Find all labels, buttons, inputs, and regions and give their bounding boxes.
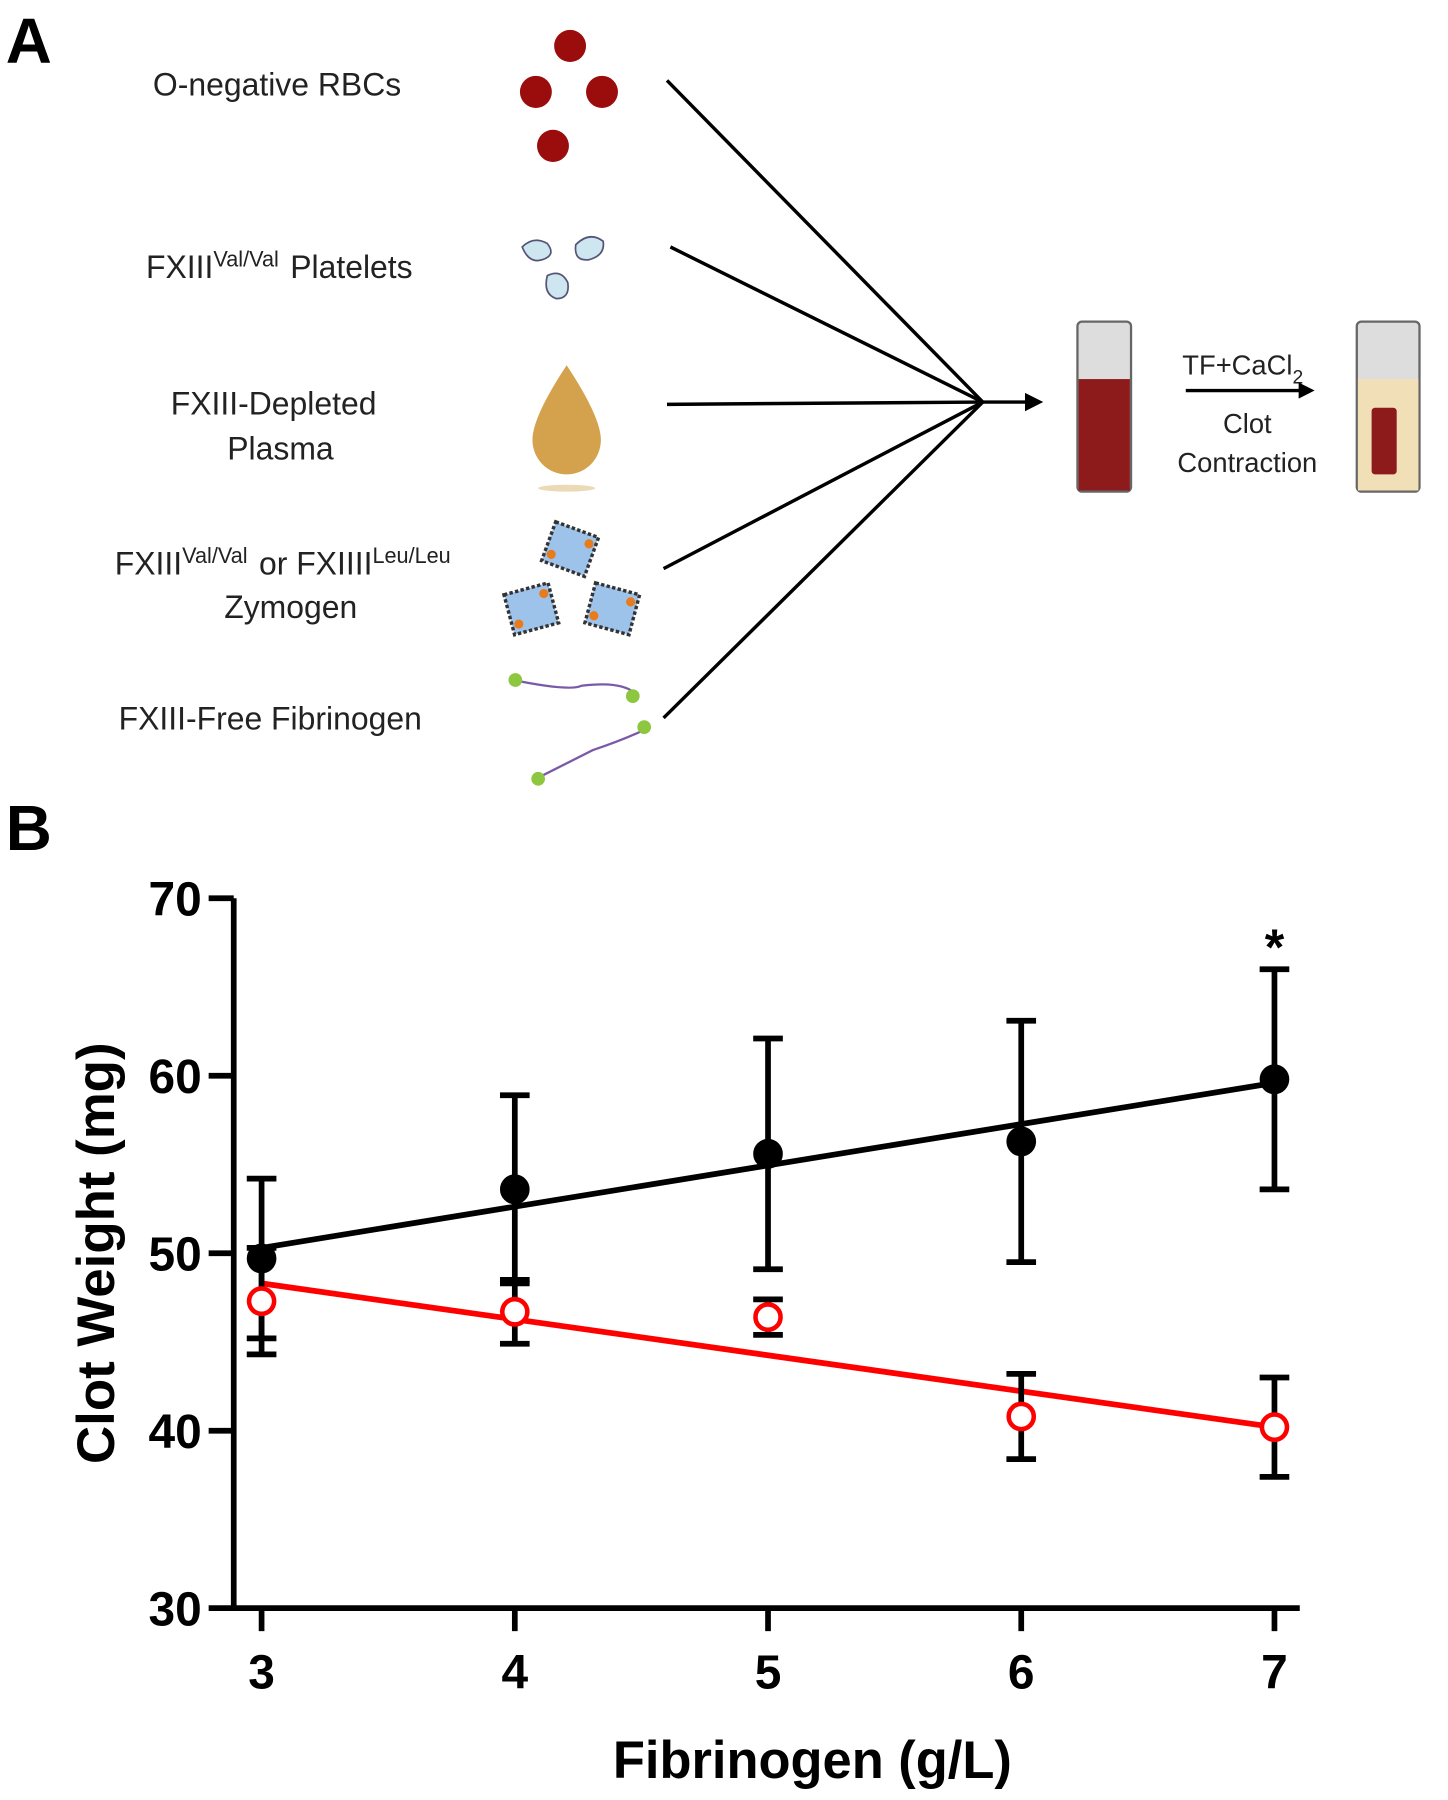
x-tick-label: 7 — [1261, 1645, 1288, 1699]
platelets-label: FXIIIVal/Val Platelets — [146, 246, 413, 285]
y-tick-label: 70 — [149, 872, 202, 926]
x-axis-title: Fibrinogen (g/L) — [613, 1731, 1012, 1790]
y-tick-label: 50 — [149, 1227, 202, 1281]
point — [1006, 1126, 1037, 1157]
zymogen-icon — [501, 519, 642, 637]
x-tick-label: 5 — [755, 1645, 782, 1699]
y-tick-label: 30 — [149, 1582, 202, 1636]
point — [753, 1302, 783, 1333]
label-part: FXIII — [146, 249, 213, 285]
x-tick-label: 4 — [501, 1645, 528, 1699]
superscript: Leu/Leu — [372, 543, 450, 568]
point — [246, 1286, 277, 1317]
label-part: or FXIIII — [259, 545, 372, 581]
label-part: TF+CaCl — [1182, 349, 1292, 380]
fit-line — [261, 1280, 1275, 1430]
point — [1259, 1064, 1290, 1095]
chart: 30 40 50 60 70 3 4 5 6 7 Fibrinogen (g/L) Clot Weig… — [67, 872, 1300, 1790]
x-tick-label: 3 — [248, 1645, 275, 1699]
panel-label: A — [6, 5, 52, 77]
rbc-icon — [519, 29, 618, 162]
plasma-label: Plasma — [227, 430, 334, 466]
superscript: Val/Val — [213, 246, 278, 271]
point — [499, 1174, 530, 1205]
tube-icon — [1076, 320, 1421, 493]
superscript: Val/Val — [182, 543, 247, 568]
y-tick-label: 40 — [149, 1405, 202, 1459]
reagent-label: TF+CaCl2 — [1182, 349, 1303, 388]
rbc-label: O-negative RBCs — [153, 66, 401, 102]
result-label: Clot — [1223, 408, 1272, 439]
annotation: * — [1265, 919, 1285, 976]
mixing-lines — [662, 79, 1309, 720]
x-tick-label: 6 — [1008, 1645, 1035, 1699]
label-part: Platelets — [290, 249, 412, 285]
plasma-label: FXIII-Depleted — [171, 386, 377, 422]
point — [1259, 1412, 1290, 1443]
y-axis-title: Clot Weight (mg) — [67, 1042, 126, 1464]
plasma-shadow — [538, 484, 596, 492]
result-label: Contraction — [1177, 447, 1317, 478]
platelet-icon — [521, 236, 605, 300]
subscript: 2 — [1292, 367, 1303, 389]
fibrinogen-label: FXIII-Free Fibrinogen — [119, 700, 422, 736]
y-tick-label: 60 — [149, 1050, 202, 1104]
label-part: FXIII — [115, 545, 182, 581]
arrow-head — [1025, 382, 1315, 412]
point — [1006, 1401, 1037, 1432]
zymogen-label: Zymogen — [224, 589, 357, 625]
point — [753, 1138, 783, 1169]
plasma-drop — [532, 365, 601, 475]
fibrinogen-icon — [508, 673, 652, 786]
zymogen-label: FXIIIVal/Val or FXIIIILeu/Leu — [115, 543, 451, 582]
panel-label: B — [6, 792, 52, 864]
point — [499, 1296, 530, 1327]
